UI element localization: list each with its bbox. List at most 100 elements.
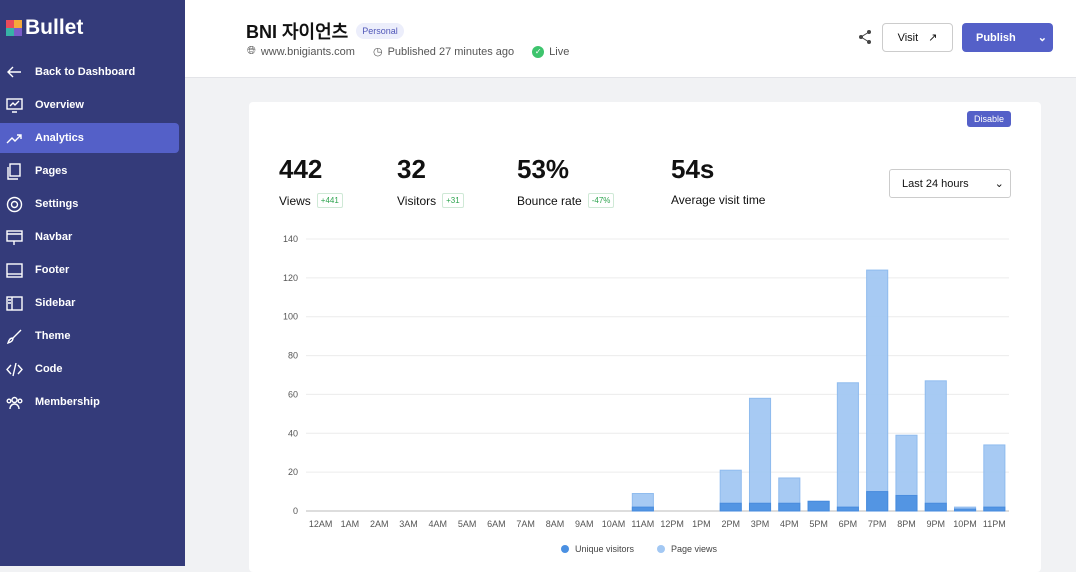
x-tick-label: 10AM	[602, 519, 626, 529]
x-tick-label: 4PM	[780, 519, 799, 529]
disable-button[interactable]: Disable	[966, 111, 1011, 127]
x-tick-label: 3PM	[751, 519, 770, 529]
x-tick-label: 2AM	[370, 519, 389, 529]
unique-visitors-bar	[954, 508, 977, 512]
stat-label: Bounce rate	[517, 193, 582, 208]
top-bar: BNI 자이언츠 Personal 🌐︎ www.bnigiants.com ◷ Pu…	[185, 0, 1076, 78]
legend-swatch	[561, 545, 569, 553]
y-tick-label: 40	[288, 428, 298, 438]
stat-average-visit-time: 54s Average visit time	[671, 154, 765, 207]
legend-label[interactable]: Unique visitors	[575, 544, 635, 554]
x-tick-label: 2PM	[721, 519, 740, 529]
x-tick-label: 5AM	[458, 519, 477, 529]
x-tick-label: 10PM	[953, 519, 977, 529]
sidebar-item-label: Overview	[35, 99, 84, 111]
sidebar-item-label: Navbar	[35, 231, 73, 243]
stat-delta: +31	[442, 193, 464, 208]
x-tick-label: 1PM	[692, 519, 711, 529]
legend-label[interactable]: Page views	[671, 544, 718, 554]
y-tick-label: 20	[288, 467, 298, 477]
y-tick-label: 80	[288, 351, 298, 361]
trending-up-icon	[6, 133, 22, 143]
sidebar-item-code[interactable]: Code	[0, 354, 179, 384]
chevron-down-icon: ⌄	[994, 178, 1004, 190]
navbar-icon	[6, 229, 23, 245]
y-tick-label: 100	[283, 312, 298, 322]
sidebar-item-label: Settings	[35, 198, 79, 210]
chevron-down-icon[interactable]: ⌄	[1037, 32, 1047, 44]
sidebar-item-label: Membership	[35, 396, 100, 408]
page-views-bar	[924, 380, 947, 512]
unique-visitors-bar	[895, 494, 918, 512]
unique-visitors-bar	[866, 491, 889, 512]
analytics-chart: 0 20 40 60 80 100 120 140 12AM 1AM 2AM 3AM 4AM 5AM 6AM…	[283, 234, 1009, 554]
sidebar-item-pages[interactable]: Pages	[0, 156, 179, 186]
brush-icon	[6, 329, 22, 344]
stat-label: Visitors	[397, 193, 437, 208]
footer-icon	[6, 262, 23, 278]
y-tick-label: 140	[283, 234, 298, 244]
logo-icon	[6, 20, 22, 36]
sidebar-item-footer[interactable]: Footer	[0, 255, 179, 285]
gear-icon	[6, 196, 23, 212]
sidebar-item-label: Code	[35, 363, 63, 375]
share-icon[interactable]	[857, 29, 873, 45]
sidebar-item-analytics[interactable]: Analytics	[0, 123, 179, 153]
sidebar-item-label: Sidebar	[35, 297, 76, 309]
x-tick-label: 5PM	[809, 519, 828, 529]
plan-badge: Personal	[356, 23, 404, 39]
x-tick-label: 3AM	[399, 519, 418, 529]
sidebar-item-navbar[interactable]: Navbar	[0, 222, 179, 252]
page-views-bar	[748, 397, 772, 512]
stat-value: 32	[397, 154, 426, 184]
stat-label: Average visit time	[671, 193, 766, 207]
sidebar-item-label: Back to Dashboard	[35, 66, 136, 78]
publish-label: Publish	[976, 31, 1016, 44]
sidebar-item-back-to-dashboard[interactable]: Back to Dashboard	[0, 57, 179, 87]
sidebar-nav: Back to Dashboard Overview Analytics Pages S…	[0, 57, 185, 420]
code-icon	[6, 362, 23, 376]
sidebar-item-membership[interactable]: Membership	[0, 387, 179, 417]
sidebar-icon	[6, 295, 23, 311]
sidebar-item-overview[interactable]: Overview	[0, 90, 179, 120]
sidebar-item-theme[interactable]: Theme	[0, 321, 179, 351]
sidebar-item-settings[interactable]: Settings	[0, 189, 179, 219]
legend-swatch	[657, 545, 665, 553]
unique-visitors-bar	[778, 502, 801, 512]
stat-visitors: 32 Visitors +31	[397, 154, 464, 208]
sidebar-item-label: Theme	[35, 330, 71, 342]
stat-delta: +441	[316, 193, 343, 208]
stat-bounce-rate: 53% Bounce rate -47%	[517, 154, 615, 208]
brand-name: Bullet	[25, 16, 84, 39]
site-domain[interactable]: www.bnigiants.com	[260, 45, 355, 58]
clock-icon: ◷	[372, 46, 383, 58]
x-tick-label: 11AM	[631, 519, 654, 529]
publish-button[interactable]: Publish ⌄	[962, 23, 1053, 52]
visit-button[interactable]: Visit ↗	[882, 23, 953, 52]
unique-visitors-bar	[924, 502, 947, 512]
x-tick-label: 1AM	[341, 519, 360, 529]
y-tick-label: 0	[293, 506, 298, 516]
unique-visitors-bar	[807, 500, 830, 512]
x-tick-label: 7PM	[868, 519, 887, 529]
date-range-select[interactable]: Last 24 hours ⌄	[889, 169, 1011, 198]
x-tick-label: 8PM	[897, 519, 916, 529]
arrow-left-icon	[7, 66, 21, 77]
chart-monitor-icon	[6, 97, 23, 113]
sidebar-item-label: Footer	[35, 264, 70, 276]
visit-label: Visit	[897, 31, 919, 44]
x-tick-label: 9AM	[575, 519, 594, 529]
unique-visitors-bar	[719, 502, 742, 512]
x-tick-label: 12AM	[309, 519, 333, 529]
x-tick-label: 9PM	[927, 519, 946, 529]
sidebar-item-sidebar[interactable]: Sidebar	[0, 288, 179, 318]
y-tick-label: 60	[288, 389, 298, 399]
sidebar-item-label: Pages	[35, 165, 68, 177]
live-status: Live	[549, 45, 570, 58]
unique-visitors-bar	[983, 506, 1006, 512]
pages-icon	[7, 162, 21, 180]
brand-logo[interactable]: Bullet	[6, 16, 83, 40]
x-tick-label: 4AM	[429, 519, 448, 529]
analytics-card: Disable 442 Views +441 32 Visitors +31 53% Boun…	[249, 102, 1041, 572]
x-tick-label: 8AM	[546, 519, 565, 529]
